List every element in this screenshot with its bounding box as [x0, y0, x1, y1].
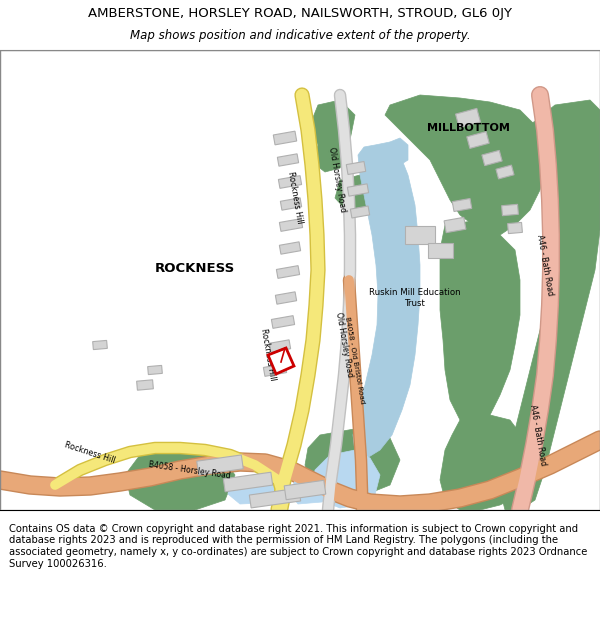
Text: Rockness Hill: Rockness Hill: [259, 328, 277, 382]
Polygon shape: [467, 132, 489, 148]
Polygon shape: [312, 140, 345, 172]
Polygon shape: [284, 480, 326, 500]
Polygon shape: [452, 199, 472, 211]
Polygon shape: [335, 175, 375, 212]
Polygon shape: [273, 131, 297, 145]
Text: A46 - Bath Road: A46 - Bath Road: [535, 234, 555, 296]
Polygon shape: [197, 455, 243, 475]
Polygon shape: [223, 472, 272, 492]
Polygon shape: [405, 226, 435, 244]
Polygon shape: [277, 154, 299, 166]
Polygon shape: [268, 348, 294, 374]
Text: Map shows position and indicative extent of the property.: Map shows position and indicative extent…: [130, 29, 470, 42]
Polygon shape: [346, 161, 366, 174]
Polygon shape: [275, 292, 296, 304]
Text: ROCKNESS: ROCKNESS: [155, 261, 235, 274]
Text: Rockness Hill: Rockness Hill: [64, 441, 116, 466]
Polygon shape: [137, 380, 154, 390]
Polygon shape: [444, 217, 466, 232]
Polygon shape: [347, 184, 368, 196]
Polygon shape: [440, 415, 530, 510]
Polygon shape: [502, 204, 518, 216]
Polygon shape: [148, 366, 163, 374]
Polygon shape: [280, 219, 302, 231]
Polygon shape: [455, 108, 481, 127]
Polygon shape: [508, 222, 523, 234]
Text: AMBERSTONE, HORSLEY ROAD, NAILSWORTH, STROUD, GL6 0JY: AMBERSTONE, HORSLEY ROAD, NAILSWORTH, ST…: [88, 8, 512, 21]
Polygon shape: [263, 364, 287, 376]
Polygon shape: [228, 478, 290, 504]
Polygon shape: [353, 142, 420, 458]
Polygon shape: [390, 138, 408, 165]
Polygon shape: [385, 95, 545, 235]
Text: Rockness Hill: Rockness Hill: [286, 171, 304, 225]
Polygon shape: [427, 242, 452, 258]
Text: Ruskin Mill Education
Trust: Ruskin Mill Education Trust: [369, 288, 461, 308]
Text: Old Horsley Road: Old Horsley Road: [327, 147, 347, 213]
Polygon shape: [290, 478, 328, 504]
Polygon shape: [440, 220, 520, 425]
Text: B4058 - Horsley Road: B4058 - Horsley Road: [148, 460, 232, 480]
Polygon shape: [280, 198, 302, 210]
Text: Contains OS data © Crown copyright and database right 2021. This information is : Contains OS data © Crown copyright and d…: [9, 524, 587, 569]
Polygon shape: [269, 340, 290, 352]
Text: Old Horsley Road: Old Horsley Road: [334, 312, 354, 378]
Text: B4058 - Old Bristol Road: B4058 - Old Bristol Road: [344, 316, 365, 404]
Polygon shape: [277, 266, 299, 278]
Polygon shape: [280, 242, 301, 254]
Polygon shape: [250, 488, 301, 508]
Polygon shape: [305, 428, 400, 495]
Polygon shape: [92, 341, 107, 349]
Polygon shape: [125, 445, 235, 510]
Polygon shape: [350, 206, 370, 218]
Polygon shape: [271, 316, 295, 328]
Text: A46 - Bath Road: A46 - Bath Road: [528, 404, 548, 466]
Polygon shape: [310, 100, 355, 155]
Polygon shape: [500, 100, 600, 510]
Text: MILLBOTTOM: MILLBOTTOM: [427, 123, 509, 133]
Polygon shape: [278, 176, 302, 188]
Polygon shape: [496, 165, 514, 179]
Polygon shape: [482, 151, 502, 166]
Polygon shape: [312, 450, 380, 508]
